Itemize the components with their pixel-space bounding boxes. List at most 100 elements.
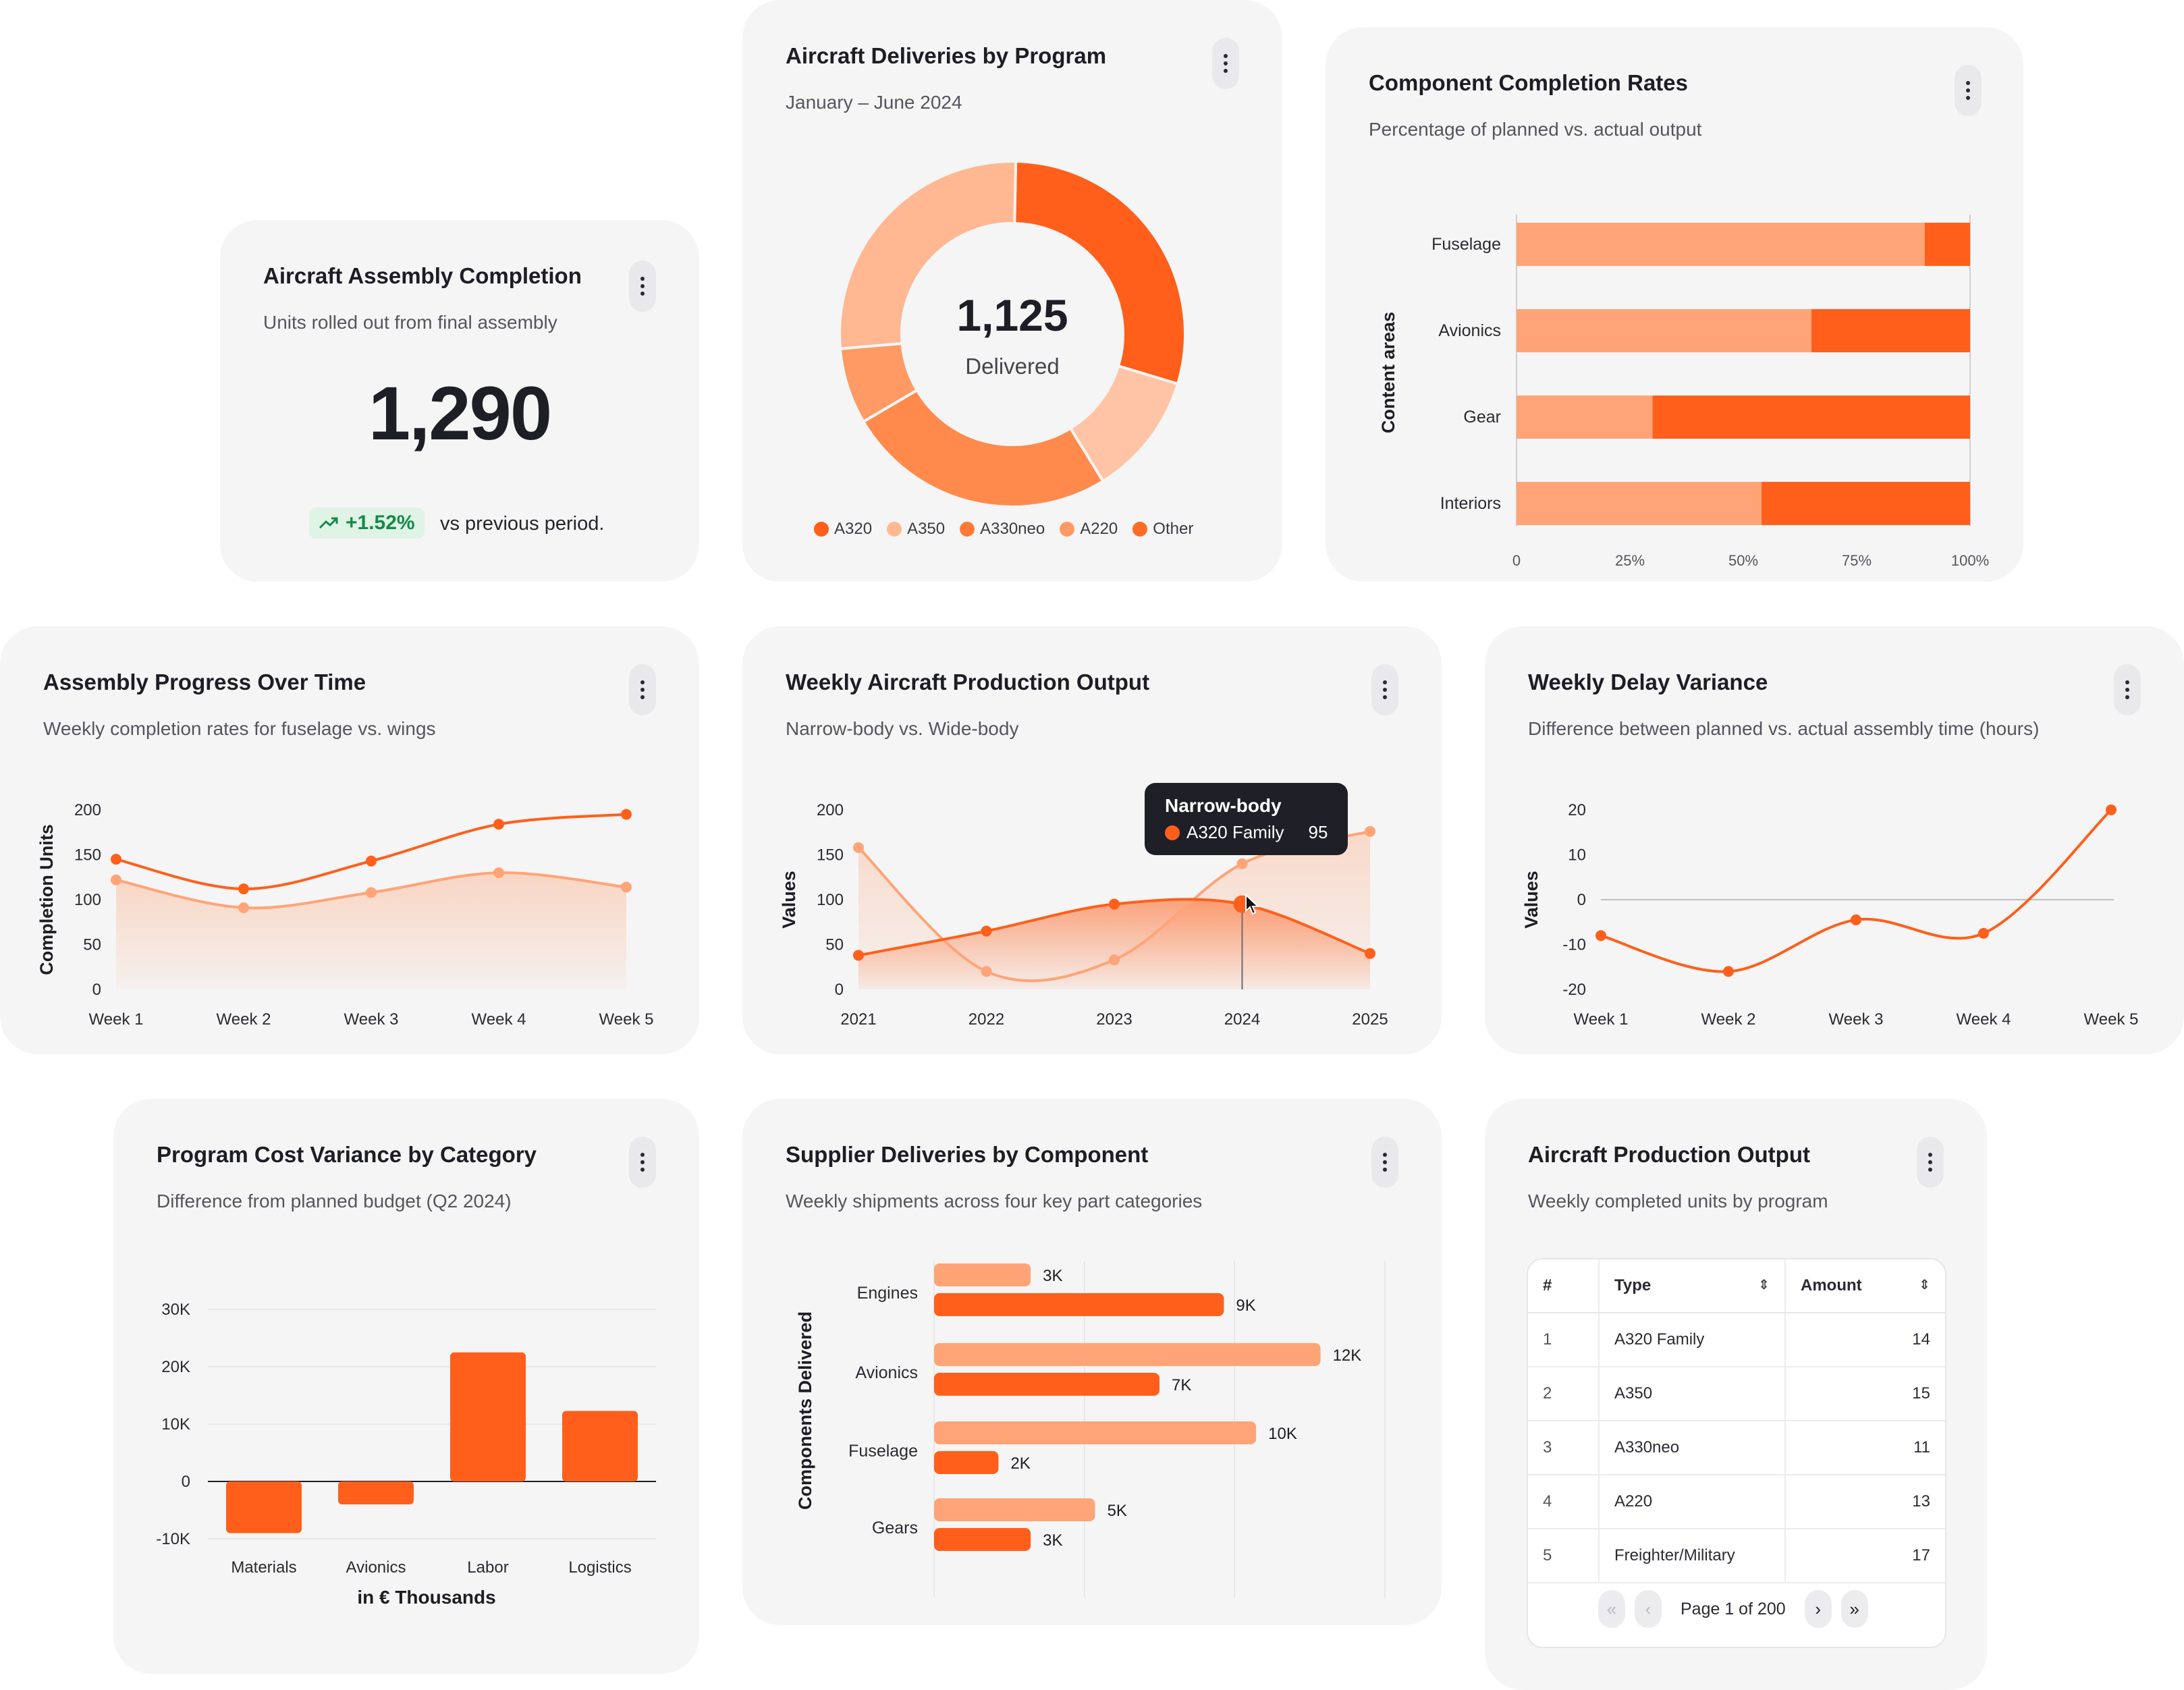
y-tick-label: 100 [817,891,844,909]
x-tick-label: Week 4 [1957,1010,2011,1029]
legend-item[interactable]: A320 [814,520,872,539]
bar-series-a [934,1263,1031,1286]
point-delay [1978,927,1989,939]
y-tick-label: Engines [857,1284,918,1303]
legend-item[interactable]: A220 [1060,520,1118,539]
point-wide-body [981,966,992,977]
card-deliveries-by-program: Aircraft Deliveries by Program January –… [742,0,1282,582]
more-vertical-icon [1383,1153,1387,1172]
page-indicator: Page 1 of 200 [1681,1599,1786,1618]
more-options-button[interactable] [629,261,656,312]
x-axis-label: in € Thousands [357,1587,495,1608]
cell-type: A220 [1598,1475,1785,1529]
bar-materials [226,1481,302,1533]
next-page-button[interactable]: › [1804,1590,1832,1628]
more-vertical-icon [2125,680,2129,699]
y-axis-label: Components Delivered [795,1311,815,1510]
data-label: 3K [1043,1531,1062,1550]
y-tick-label: 150 [74,846,101,865]
x-tick-label: Week 5 [2084,1010,2139,1029]
legend-label: A320 [834,520,873,538]
card-assembly-progress: Assembly Progress Over Time Weekly compl… [0,626,699,1054]
trending-up-icon [319,517,338,529]
donut-slice-a350 [838,160,1018,350]
card-subtitle: Weekly shipments across four key part ca… [786,1191,1203,1211]
y-axis-label: Content areas [1378,312,1398,433]
cell-type: Freighter/Military [1598,1529,1785,1583]
y-tick-label: -10K [156,1530,190,1548]
weekly-output-chart: 0 50 100 150 200 2021 2022 2023 2024 2025 Values [779,801,1388,1029]
y-tick-label: 10K [161,1415,190,1434]
y-axis-label: Values [1521,871,1541,929]
data-label: 2K [1010,1454,1030,1473]
point-narrow-body [1365,948,1375,959]
y-tick-label: 0 [835,981,844,999]
cell-amount: 14 [1784,1313,1945,1367]
more-options-button[interactable] [1371,1137,1398,1188]
data-label: 10K [1268,1425,1297,1443]
data-label: 12K [1333,1346,1362,1365]
sort-icon[interactable]: ⇕ [1919,1278,1930,1292]
x-tick-label: 0 [1512,552,1521,567]
legend-item[interactable]: A330neo [960,520,1045,539]
table-row[interactable]: 2 A350 15 [1528,1367,1945,1421]
sort-icon[interactable]: ⇕ [1758,1278,1770,1292]
bar-series-b [934,1293,1224,1316]
column-header-label: Type [1614,1276,1651,1294]
more-options-button[interactable] [629,664,656,715]
column-header-index: # [1528,1259,1599,1313]
more-vertical-icon [1966,81,1970,100]
y-tick-label: 20K [161,1358,190,1376]
more-vertical-icon [1928,1153,1932,1172]
more-options-button[interactable] [1917,1137,1944,1188]
table-row[interactable]: 3 A330neo 11 [1528,1421,1945,1475]
column-header-amount[interactable]: Amount ⇕ [1784,1259,1945,1313]
cell-index: 4 [1528,1475,1599,1529]
point-fuselage [366,855,377,867]
card-production-table: Aircraft Production Output Weekly comple… [1485,1099,1987,1690]
cell-type: A330neo [1598,1421,1785,1475]
more-options-button[interactable] [1212,38,1239,89]
last-page-button[interactable]: » [1840,1590,1868,1628]
x-tick-label: Week 4 [472,1010,526,1029]
x-tick-label: Logistics [568,1558,631,1577]
more-options-button[interactable] [1955,65,1982,116]
table-row[interactable]: 1 A320 Family 14 [1528,1313,1945,1367]
legend-item[interactable]: A350 [887,520,945,539]
x-tick-label: Week 1 [1574,1010,1629,1029]
column-header-type[interactable]: Type ⇕ [1598,1259,1785,1313]
card-subtitle: Weekly completion rates for fuselage vs.… [43,718,436,739]
point-wide-body [1236,858,1248,869]
y-axis-label: Values [779,871,799,929]
prev-page-button[interactable]: ‹ [1635,1590,1662,1628]
y-axis-label: Completion Units [36,824,57,975]
tooltip-title: Narrow-body [1165,795,1282,816]
y-tick-label: 10 [1568,846,1586,865]
trend-badge: +1.52% [309,508,425,539]
table-row[interactable]: 5 Freighter/Military 17 [1528,1529,1945,1583]
cell-type: A320 Family [1598,1313,1785,1367]
bar-series-b [934,1373,1159,1396]
more-options-button[interactable] [1371,664,1398,715]
card-title: Assembly Progress Over Time [43,670,366,694]
more-vertical-icon [640,277,645,296]
first-page-button[interactable]: « [1598,1590,1625,1628]
y-tick-label: 0 [182,1473,190,1491]
legend-item[interactable]: Other [1132,520,1193,539]
y-tick-label: Interiors [1440,494,1501,513]
card-title: Aircraft Deliveries by Program [786,43,1107,68]
y-tick-label: Gears [872,1519,918,1537]
bar-series-b [934,1451,999,1474]
more-options-button[interactable] [2114,664,2141,715]
cell-amount: 11 [1784,1421,1945,1475]
card-subtitle: Percentage of planned vs. actual output [1369,119,1702,140]
more-options-button[interactable] [629,1137,656,1188]
bar-series-a [934,1421,1257,1444]
bar-actual [1652,396,1970,439]
bar-planned [1517,309,1811,352]
card-cost-variance: Program Cost Variance by Category Differ… [113,1099,699,1674]
trend-value: +1.52% [346,512,415,534]
donut-legend: A320 A350 A330neo A220 Other [814,520,1193,539]
y-tick-label: 50 [83,936,101,954]
table-row[interactable]: 4 A220 13 [1528,1475,1945,1529]
